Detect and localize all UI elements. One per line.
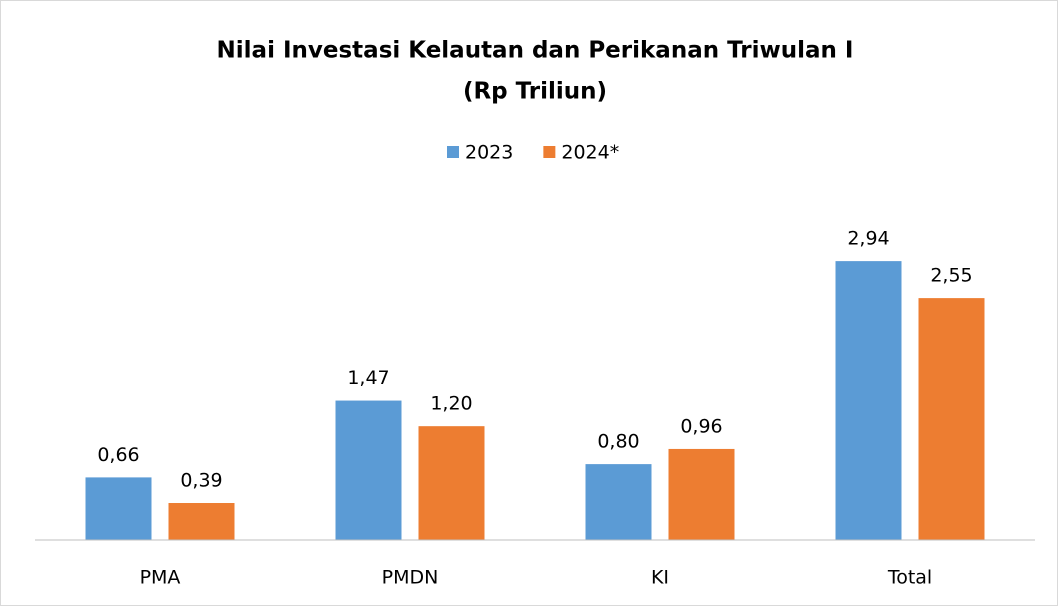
- chart-title: Nilai Investasi Kelautan dan Perikanan T…: [217, 38, 854, 64]
- bar: [918, 298, 985, 540]
- bar: [668, 448, 735, 540]
- bar: [418, 426, 485, 540]
- data-label: 0,66: [97, 444, 139, 466]
- legend-swatch: [447, 146, 459, 158]
- x-tick-label: KI: [651, 567, 669, 589]
- bar: [85, 477, 152, 540]
- chart-subtitle: (Rp Triliun): [463, 79, 607, 105]
- data-label: 0,96: [680, 415, 722, 437]
- data-label: 1,20: [430, 393, 472, 415]
- x-tick-label: PMA: [140, 567, 181, 589]
- data-label: 2,55: [930, 265, 972, 287]
- x-tick-label: Total: [887, 567, 932, 589]
- data-label: 0,80: [597, 431, 639, 453]
- bar: [335, 400, 402, 540]
- legend-label: 2024*: [561, 142, 619, 164]
- bar: [835, 261, 902, 540]
- legend-label: 2023: [465, 142, 513, 164]
- data-label: 1,47: [347, 367, 389, 389]
- data-label: 0,39: [180, 470, 222, 492]
- data-label: 2,94: [847, 228, 889, 250]
- bar: [585, 464, 652, 540]
- bar: [168, 503, 235, 540]
- x-tick-label: PMDN: [382, 567, 439, 589]
- legend-swatch: [543, 146, 556, 158]
